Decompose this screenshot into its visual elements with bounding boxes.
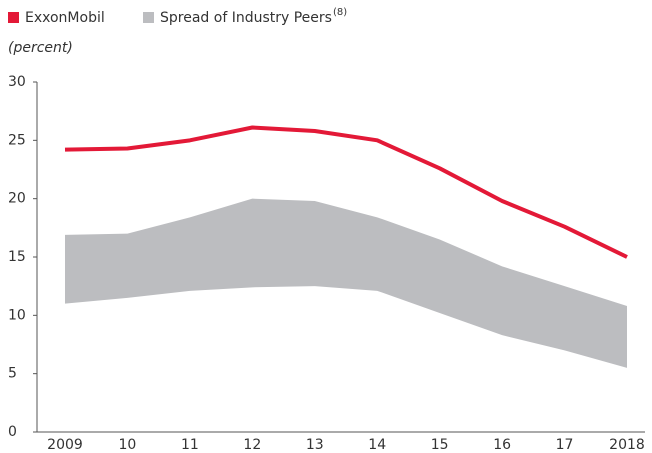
x-tick-label: 12 [243,437,261,453]
y-tick-label: 5 [8,366,17,382]
x-tick-label: 2009 [47,437,83,453]
x-tick-label: 15 [431,437,449,453]
peer-band [65,198,627,368]
y-label: (percent) [8,40,73,56]
legend-label: Spread of Industry Peers [160,10,332,26]
y-tick-label: 0 [8,424,17,440]
legend-label: ExxonMobil [25,10,105,26]
footnote-marker: (8) [333,7,347,18]
y-tick-label: 20 [8,191,26,207]
x-tick-label: 2018 [609,437,645,453]
y-tick-label: 10 [8,307,26,323]
y-tick-label: 15 [8,249,26,265]
legend-swatch [143,12,154,23]
legend-swatch [8,12,19,23]
x-tick-label: 13 [306,437,324,453]
y-tick-label: 25 [8,132,26,148]
x-tick-label: 11 [181,437,199,453]
line [64,125,628,259]
x-tick-label: 16 [493,437,511,453]
x-tick-label: 10 [119,437,137,453]
x-tick-label: 14 [368,437,386,453]
x-tick-label: 17 [556,437,574,453]
y-tick-label: 30 [8,74,26,90]
